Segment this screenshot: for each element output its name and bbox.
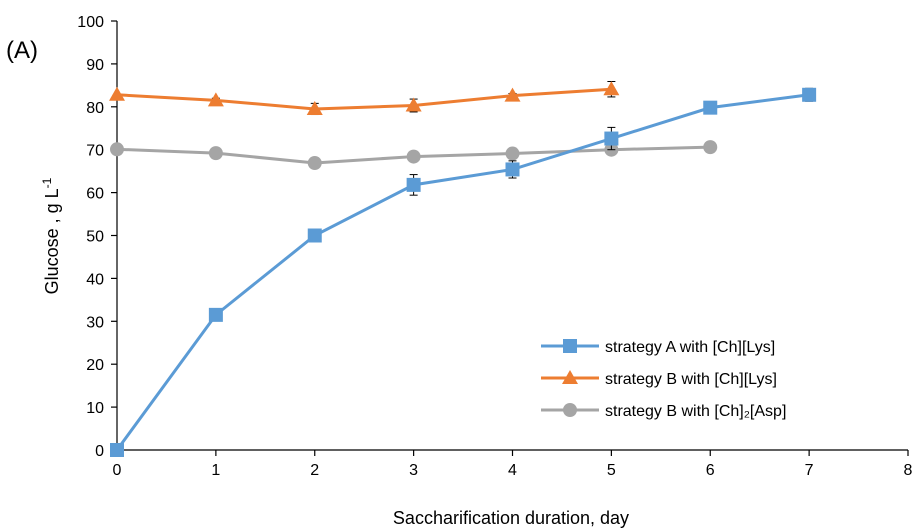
y-tick-label: 100 — [77, 14, 104, 31]
y-tick-label: 60 — [86, 186, 104, 203]
y-axis-title: Glucose , g L-1 — [40, 177, 62, 294]
x-tick-label: 3 — [409, 462, 418, 479]
legend-item-2: strategy B with [Ch][Lys] — [541, 370, 777, 388]
data-point — [307, 155, 322, 170]
data-point — [405, 97, 422, 112]
data-point — [110, 443, 124, 457]
y-tick-label: 70 — [86, 143, 104, 160]
data-point — [208, 307, 223, 322]
legend: strategy A with [Ch][Lys] strategy B with… — [541, 339, 786, 420]
data-point — [307, 228, 322, 243]
x-axis-title: Saccharification duration, day — [393, 508, 629, 528]
legend-label: strategy B with [Ch]₂[Asp] — [605, 403, 786, 420]
series-line — [115, 93, 810, 451]
y-tick-label: 90 — [86, 57, 104, 74]
data-point — [207, 92, 224, 107]
data-point — [703, 140, 718, 155]
series-1 — [110, 87, 817, 457]
y-tick-label: 30 — [86, 314, 104, 331]
series-line — [116, 87, 612, 111]
y-tick-label: 0 — [95, 443, 104, 460]
tick-labels: 0 10 20 30 40 50 60 70 80 90 100 0 1 2 3 4 5 6 7 8 — [77, 14, 912, 479]
x-tick-label: 7 — [805, 462, 814, 479]
x-tick-label: 2 — [310, 462, 319, 479]
data-point — [505, 162, 520, 177]
x-tick-label: 4 — [508, 462, 517, 479]
data-point — [802, 87, 817, 102]
legend-label: strategy A with [Ch][Lys] — [605, 339, 775, 356]
panel-label: (A) — [6, 37, 38, 64]
data-point — [505, 146, 520, 161]
y-tick-label: 50 — [86, 229, 104, 246]
legend-marker — [563, 403, 577, 417]
data-point — [406, 149, 421, 164]
data-point — [109, 86, 125, 101]
data-point — [406, 177, 421, 192]
data-point — [110, 142, 124, 157]
y-tick-label: 40 — [86, 271, 104, 288]
legend-item-3: strategy B with [Ch]₂[Asp] — [541, 403, 786, 420]
legend-marker — [562, 370, 578, 384]
series-2 — [109, 80, 620, 116]
data-point — [604, 131, 619, 146]
x-tick-label: 6 — [706, 462, 715, 479]
data-point — [306, 100, 323, 115]
y-tick-label: 10 — [86, 400, 104, 417]
data-point — [603, 81, 620, 96]
y-tick-label: 80 — [86, 100, 104, 117]
x-tick-label: 0 — [113, 462, 122, 479]
y-axis-title-superscript: -1 — [40, 177, 54, 188]
legend-label: strategy B with [Ch][Lys] — [605, 371, 777, 388]
data-point — [504, 87, 521, 102]
axes — [111, 20, 909, 456]
y-tick-label: 20 — [86, 357, 104, 374]
legend-item-1: strategy A with [Ch][Lys] — [541, 339, 775, 356]
series-layer — [109, 80, 817, 457]
series-3 — [110, 140, 718, 170]
x-tick-label: 8 — [904, 462, 913, 479]
legend-marker — [563, 339, 577, 353]
x-tick-label: 5 — [607, 462, 616, 479]
data-point — [208, 146, 223, 161]
y-axis-title-main: Glucose , g L — [42, 188, 62, 294]
data-point — [703, 100, 718, 115]
x-tick-label: 1 — [211, 462, 220, 479]
